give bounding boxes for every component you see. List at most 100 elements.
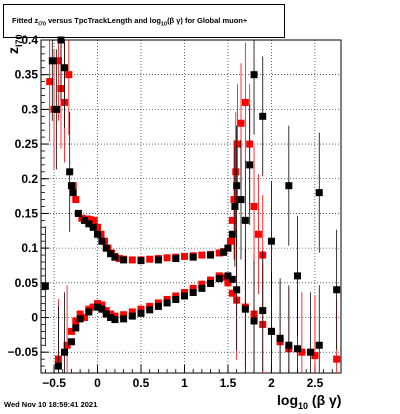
red-series-marker <box>89 303 97 311</box>
red-series-marker <box>163 254 171 262</box>
red-series-marker <box>333 355 341 363</box>
black-series-marker <box>102 310 110 318</box>
black-series-marker <box>220 248 228 256</box>
red-series-marker <box>67 327 75 335</box>
black-series-marker <box>53 105 61 113</box>
black-series-marker <box>241 305 249 313</box>
red-series-marker <box>215 249 223 257</box>
red-series-marker <box>63 341 71 349</box>
y-tick-label: 0.3 <box>21 102 38 116</box>
y-tick-label: 0.2 <box>21 172 38 186</box>
y-tick-label: 0.1 <box>21 241 38 255</box>
y-axis-label-sub: I70 <box>13 34 24 47</box>
red-series-marker <box>98 301 106 309</box>
black-series-marker <box>285 182 293 190</box>
black-series-marker <box>294 272 302 280</box>
black-series-marker <box>228 230 236 238</box>
red-series-marker <box>94 223 102 231</box>
red-series-marker <box>250 203 258 210</box>
black-series-marker <box>215 275 223 283</box>
red-series-marker <box>254 230 262 238</box>
x-tick-label: 2.5 <box>307 376 324 390</box>
y-tick-label: 0.15 <box>15 206 39 220</box>
red-series-marker <box>298 348 306 356</box>
y-tick-label: 0.25 <box>15 137 39 151</box>
black-series-marker <box>267 237 275 245</box>
black-series-marker <box>57 36 65 44</box>
black-series-marker <box>154 302 162 310</box>
x-tick-label: 2 <box>268 376 275 390</box>
black-series-marker <box>72 324 80 332</box>
black-series-marker <box>315 189 323 197</box>
chart-title: Fitted zI70 versus TpcTrackLength and lo… <box>12 16 247 28</box>
black-series-marker <box>128 312 136 320</box>
red-series-marker <box>120 311 128 319</box>
black-series-marker <box>98 305 106 313</box>
y-tick-label: 0.35 <box>15 68 39 82</box>
black-series-marker <box>246 161 254 169</box>
black-series-marker <box>207 251 215 259</box>
red-series-marker <box>46 78 54 86</box>
x-tick-label: 0 <box>94 376 101 390</box>
black-series-marker <box>307 348 315 356</box>
black-series-marker <box>189 253 197 261</box>
black-series-marker <box>60 348 68 356</box>
red-series-marker <box>228 216 236 224</box>
title-middle: versus TpcTrackLength and log <box>45 16 161 25</box>
red-series-marker <box>311 352 319 360</box>
black-series-marker <box>233 182 241 190</box>
black-series-marker <box>137 257 145 265</box>
black-series-marker <box>250 71 258 79</box>
x-tick-label: 1.5 <box>220 376 237 390</box>
x-axis-label-tail: (β γ) <box>311 392 342 408</box>
black-series-marker <box>276 334 284 342</box>
black-series-marker <box>137 309 145 317</box>
title-z-subscript: I70 <box>38 21 46 28</box>
black-series-marker <box>207 280 215 288</box>
black-series-marker <box>94 303 102 311</box>
black-series-marker <box>228 275 236 283</box>
black-series-marker <box>146 306 154 314</box>
black-series-marker <box>102 244 110 252</box>
x-tick-label: 0.5 <box>133 376 150 390</box>
black-series-marker <box>315 341 323 349</box>
black-series-marker <box>107 250 115 258</box>
black-series-marker <box>111 316 119 324</box>
x-tick-label: −0.5 <box>42 376 66 390</box>
black-series-marker <box>66 168 74 176</box>
red-series-marker <box>220 273 228 281</box>
black-series-marker <box>259 112 267 120</box>
black-series-marker <box>224 244 232 252</box>
black-series-marker <box>333 286 341 294</box>
black-series-marker <box>120 256 128 264</box>
red-series-marker <box>54 57 62 65</box>
black-series-marker <box>154 256 162 264</box>
black-series-marker <box>69 189 77 197</box>
timestamp: Wed Nov 10 18:59:41 2021 <box>4 400 98 409</box>
black-series-marker <box>98 237 106 245</box>
red-series-marker <box>128 256 136 264</box>
red-series-marker <box>237 119 245 127</box>
red-series-marker <box>146 255 154 263</box>
red-series-marker <box>65 71 73 79</box>
red-series-marker <box>241 98 249 106</box>
black-series-marker <box>163 299 171 307</box>
black-series-marker <box>241 216 249 224</box>
black-series-marker <box>111 253 119 261</box>
black-series-marker <box>48 57 56 65</box>
red-series-marker <box>198 280 206 288</box>
black-series-marker <box>74 209 82 217</box>
black-series-marker <box>294 345 302 353</box>
black-series-marker <box>54 362 62 370</box>
x-axis-label-main: log <box>277 392 298 408</box>
red-series-marker <box>137 305 145 313</box>
red-series-marker <box>228 289 236 297</box>
y-axis-label-main: z <box>5 47 21 54</box>
red-series-marker <box>227 237 235 245</box>
black-series-marker <box>224 272 232 280</box>
black-series-marker <box>85 308 93 316</box>
red-series-marker <box>232 168 240 176</box>
red-series-marker <box>72 196 80 204</box>
black-series-marker <box>89 223 97 231</box>
